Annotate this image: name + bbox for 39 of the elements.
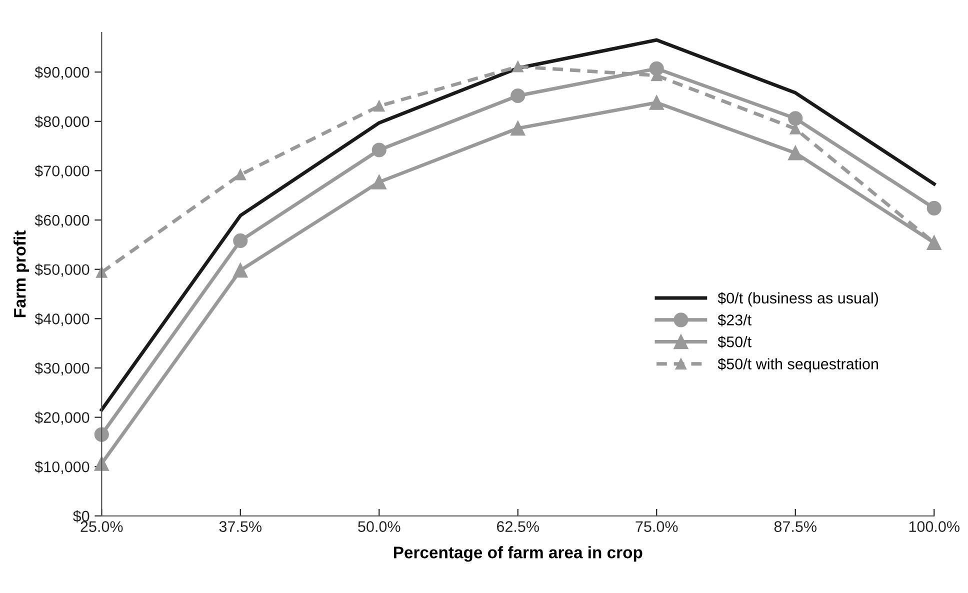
x-tick-label: 50.0% (358, 521, 400, 532)
point (788, 146, 803, 160)
legend-label: $50/t (718, 336, 752, 348)
y-tick-label: $10,000 (34, 460, 90, 474)
y-tick-label: $80,000 (34, 116, 90, 129)
point (926, 200, 942, 216)
point (788, 111, 803, 126)
point (233, 263, 248, 278)
legend-label: $23/t (718, 314, 752, 326)
point (510, 88, 526, 104)
x-tick-label: 37.5% (219, 521, 262, 532)
x-tick-label: 25.0% (80, 521, 123, 532)
point (512, 61, 524, 72)
y-tick-label: $30,000 (34, 362, 90, 376)
point (372, 142, 386, 158)
x-tick-label: 100.0% (909, 521, 960, 532)
y-tick-label: $60,000 (34, 214, 90, 228)
x-axis-title: Percentage of farm area in crop (394, 546, 642, 562)
point (94, 427, 109, 442)
point (233, 233, 248, 248)
y-axis-title: Farm profit (14, 230, 30, 318)
point (372, 174, 386, 190)
y-tick-label: $50,000 (34, 264, 90, 277)
legend-label: $0/t (business as usual) (718, 292, 878, 307)
point (374, 100, 385, 112)
legend-label: $50/t with sequestration (718, 358, 878, 372)
x-tick-label: 62.5% (496, 521, 539, 532)
y-tick-label: $90,000 (34, 66, 90, 80)
y-tick-label: $40,000 (34, 312, 90, 326)
x-tick-label: 75.0% (636, 521, 678, 532)
y-tick-label: $0 (73, 510, 90, 523)
y-tick-label: $70,000 (34, 164, 90, 178)
point (96, 266, 108, 278)
point (510, 120, 526, 136)
y-tick-label: $20,000 (34, 412, 90, 425)
point (649, 95, 664, 110)
point (234, 169, 246, 180)
x-tick-label: 87.5% (774, 521, 816, 532)
point (94, 456, 109, 471)
